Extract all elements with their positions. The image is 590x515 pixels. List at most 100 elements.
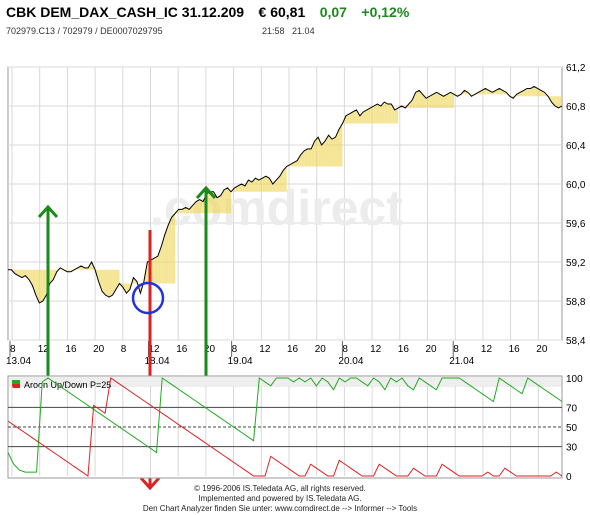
price-fill-segment — [555, 96, 559, 108]
price-fill-segment — [126, 283, 130, 294]
x-tick-label: 8 — [232, 344, 238, 355]
arrow-head — [139, 476, 161, 491]
price-fill-segment — [272, 180, 277, 192]
aroon-y-tick-label: 100 — [566, 374, 583, 385]
x-tick-label: 20 — [536, 344, 548, 355]
x-tick-label: 16 — [287, 344, 299, 355]
price-fill-segment — [530, 86, 535, 97]
price-fill-segment — [332, 137, 336, 167]
price-fill-segment — [373, 104, 378, 124]
price-line — [8, 85, 563, 304]
aroon-title: Aroon Up/Down P=25 — [24, 380, 111, 390]
price-fill-segment — [443, 94, 448, 108]
change-absolute: 0,07 — [319, 4, 347, 20]
x-tick-label: 12 — [149, 344, 161, 355]
price-fill-segment — [408, 100, 413, 108]
price-fill-segment — [485, 88, 489, 95]
price-fill-segment — [258, 178, 263, 192]
price-fill-segment — [363, 109, 367, 124]
price-fill-segment — [349, 111, 353, 124]
price-fill-segment — [154, 256, 158, 284]
quote-date-value: 21.04 — [292, 26, 315, 36]
price-fill-segment — [293, 160, 298, 167]
arrow-head — [195, 185, 217, 200]
price-fill-segment — [25, 269, 29, 280]
x-day-label: 18.04 — [145, 356, 170, 367]
price-fill-segment — [384, 102, 388, 124]
price-fill-segment — [328, 135, 333, 167]
x-day-label: 21.04 — [449, 356, 474, 367]
x-tick-label: 16 — [65, 344, 77, 355]
x-tick-label: 8 — [453, 344, 459, 355]
x-tick-label: 16 — [398, 344, 410, 355]
price-fill-segment — [189, 205, 193, 214]
price-fill-segment — [109, 269, 113, 298]
price-fill-segment — [307, 148, 312, 167]
instrument-title: CBK DEM_DAX_CASH_IC 31.12.209 — [6, 4, 245, 20]
price-fill-segment — [429, 94, 434, 108]
x-tick-label: 20 — [204, 344, 216, 355]
price-fill-segment — [32, 269, 36, 296]
x-day-label: 13.04 — [6, 356, 31, 367]
aroon-y-tick-label: 70 — [566, 403, 578, 414]
y-tick-label: 60,0 — [566, 180, 586, 191]
price-fill-segment — [255, 178, 259, 192]
x-tick-label: 20 — [426, 344, 438, 355]
price-fill-segment — [265, 176, 270, 192]
price-fill-segment — [345, 113, 350, 124]
price-fill-segment — [35, 269, 40, 303]
price-fill-segment — [527, 88, 531, 97]
price-fill-segment — [318, 137, 322, 167]
price-fill-segment — [182, 207, 186, 214]
y-tick-label: 59,2 — [566, 258, 586, 269]
price-fill-segment — [28, 269, 33, 286]
price-fill-segment — [370, 106, 374, 124]
x-tick-label: 16 — [176, 344, 188, 355]
y-tick-label: 60,8 — [566, 102, 586, 113]
change-percent: +0,12% — [361, 4, 410, 20]
price: € 60,81 — [258, 4, 306, 20]
y-tick-label: 60,4 — [566, 141, 586, 152]
price-fill-segment — [300, 150, 305, 167]
price-fill-segment — [196, 199, 200, 214]
price-fill-segment — [224, 187, 228, 214]
y-tick-label: 59,6 — [566, 219, 586, 230]
x-tick-label: 12 — [38, 344, 50, 355]
price-fill-segment — [380, 102, 385, 124]
aroon-legend-down-swatch — [12, 384, 20, 388]
price-fill-segment — [185, 207, 190, 214]
price-fill-segment — [304, 148, 308, 167]
y-tick-label: 61,2 — [566, 63, 586, 74]
x-tick-label: 20 — [315, 344, 327, 355]
price-fill-segment — [161, 234, 165, 284]
x-tick-label: 12 — [370, 344, 382, 355]
price-fill-segment — [42, 269, 47, 301]
price-fill-segment — [551, 96, 556, 106]
quote-time-value: 21:58 — [262, 26, 285, 36]
x-tick-label: 8 — [121, 344, 127, 355]
price-fill-segment — [105, 269, 110, 298]
aroon-y-tick-label: 0 — [566, 472, 572, 483]
low-marker-circle — [131, 281, 165, 315]
price-fill-segment — [450, 92, 454, 108]
price-fill-segment — [499, 88, 503, 95]
price-fill-segment — [248, 180, 252, 192]
price-fill-segment — [394, 107, 399, 124]
price-fill-segment — [335, 129, 340, 167]
footer-link-text: Den Chart Analyzer finden Sie unter: www… — [142, 504, 418, 513]
price-fill-segment — [481, 88, 486, 95]
price-fill-segment — [98, 269, 103, 292]
aroon-down-line — [7, 377, 563, 477]
x-tick-label: 8 — [10, 344, 16, 355]
x-tick-label: 16 — [509, 344, 521, 355]
price-fill-segment — [39, 269, 43, 303]
price-fill-segment — [447, 92, 451, 108]
price-fill-segment — [168, 217, 172, 284]
price-fill-segment — [436, 92, 441, 108]
price-fill-segment — [164, 224, 169, 284]
price-fill-segment — [283, 166, 287, 192]
aroon-up-line — [7, 377, 563, 473]
price-fill-segment — [325, 135, 329, 167]
price-fill-segment — [495, 88, 500, 95]
